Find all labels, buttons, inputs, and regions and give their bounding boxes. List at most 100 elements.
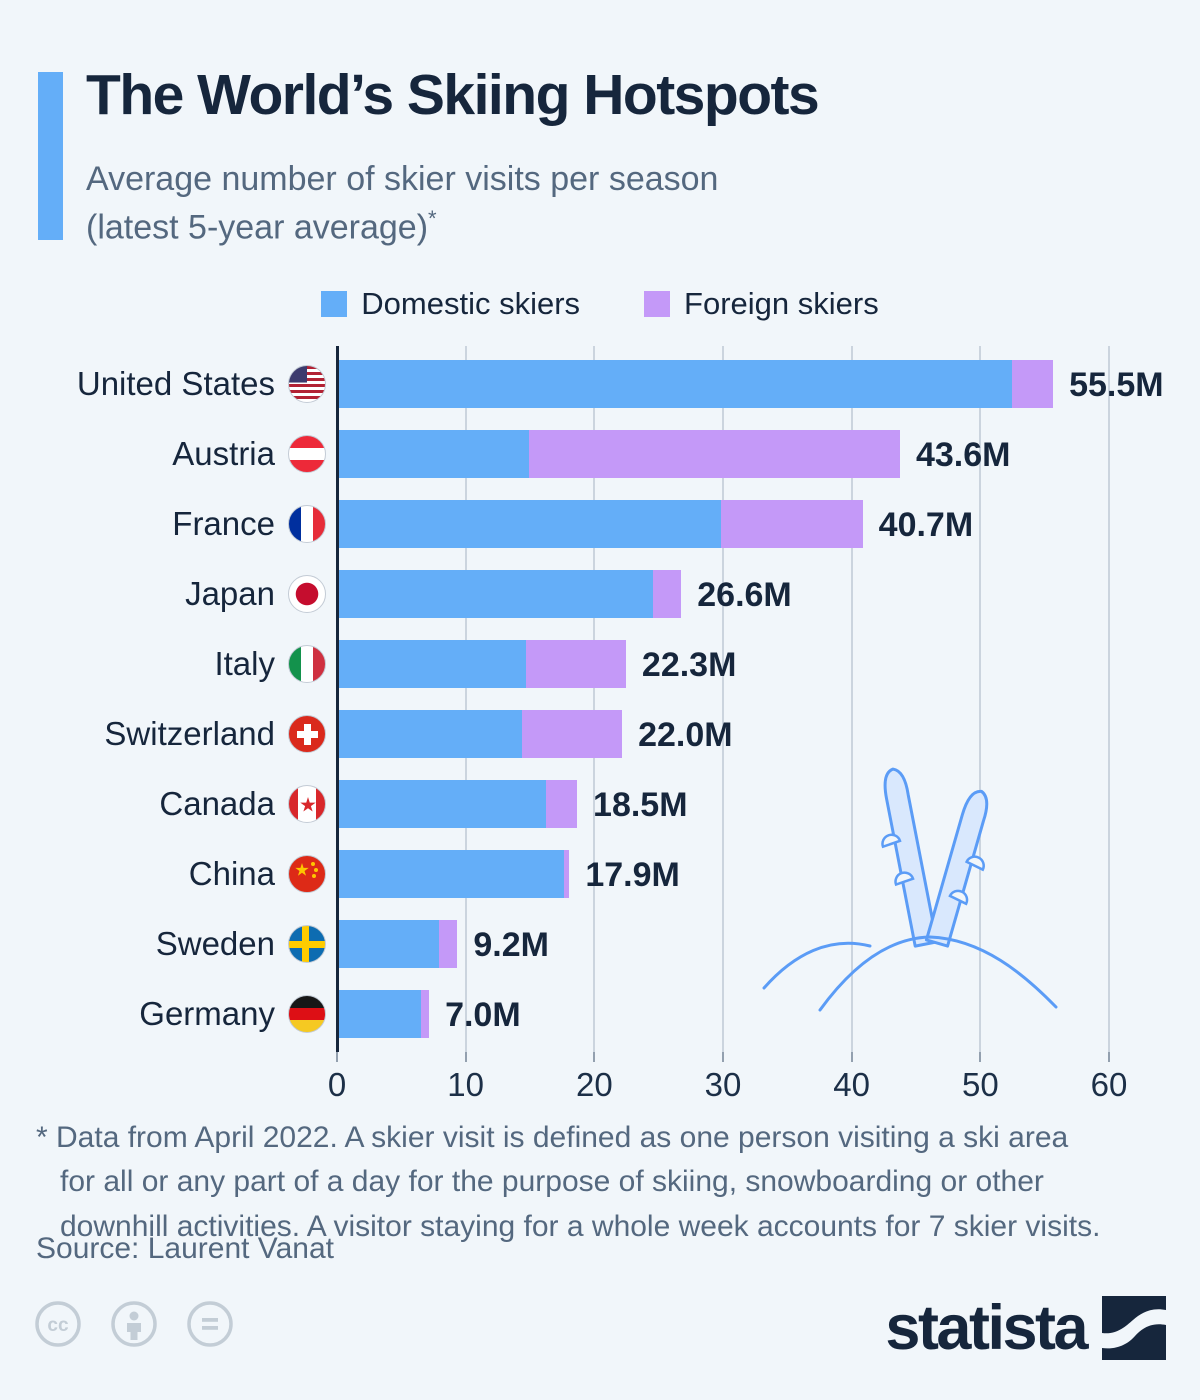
country-row-label: China [0,850,326,898]
statista-brand: statista [885,1296,1166,1360]
flag-italy-icon [288,645,326,683]
domestic-segment [339,850,565,898]
axis-tick [464,1052,467,1062]
value-label: 43.6M [915,436,1011,474]
axis-tick [1108,1052,1110,1062]
legend-item: Foreign skiers [644,286,879,322]
gridline [464,346,467,1052]
value-label: 17.9M [585,856,680,894]
stacked-bar-italy [339,640,626,688]
foreign-segment [652,570,682,618]
x-axis-tick-label: 50 [961,1066,999,1103]
footnote-line: * Data from April 2022. A skier visit is… [36,1121,1069,1154]
country-row-label: Switzerland [0,710,326,758]
title-accent-bar [38,72,63,240]
axis-tick [850,1052,853,1062]
axis-tick [336,1052,338,1062]
country-name: Japan [185,575,275,612]
stacked-bar-china [339,850,570,898]
footnote-line: for all or any part of a day for the pur… [60,1165,1044,1199]
foreign-segment [564,850,570,898]
cc-icon: cc [35,1301,81,1347]
stacked-bar-switzerland [339,710,623,758]
small-stars-shape [311,862,315,866]
country-row-label: United States [0,360,326,408]
foreign-segment [521,710,623,758]
foreign-segment [546,780,578,828]
country-name: Canada [159,785,275,822]
stacked-bar-france [339,500,863,548]
bar-chart: 0 10 20 30 40 50 60 United States 55.5M Austria 43… [0,346,1200,1136]
footnote-mark: * [428,205,437,231]
legend-item: Domestic skiers [321,286,580,322]
x-axis-tick-label: 30 [704,1066,742,1103]
statista-logo-icon [1102,1296,1166,1360]
country-row-label: Japan [0,570,326,618]
star-shape [295,863,309,876]
country-name: Switzerland [104,715,275,752]
country-name: Sweden [155,925,275,962]
domestic-segment [339,710,522,758]
value-label: 7.0M [445,996,521,1034]
skis-in-snow-illustration [762,767,1058,1012]
footnote: * Data from April 2022. A skier visit is… [36,1116,1100,1249]
maple-leaf-shape [300,797,316,812]
flag-france-icon [288,505,326,543]
domestic-segment [339,640,526,688]
foreign-segment [721,500,863,548]
flag-china-icon [288,855,326,893]
x-axis-tick-label: 20 [575,1066,613,1103]
page-title: The World’s Skiing Hotspots [86,63,820,127]
subtitle-line2: (latest 5-year average) [86,207,429,246]
y-axis-line [336,346,339,1052]
flag-japan-icon [288,575,326,613]
country-row-label: Sweden [0,920,326,968]
country-row-label: Germany [0,990,326,1038]
axis-tick [722,1052,724,1062]
stacked-bar-canada [339,780,578,828]
flag-switzerland-icon [288,715,326,753]
statista-wordmark: statista [885,1293,1088,1363]
legend-label: Foreign skiers [684,286,879,321]
axis-tick [979,1052,982,1062]
value-label: 55.5M [1069,366,1164,404]
value-label: 22.0M [638,716,733,754]
value-label: 18.5M [593,786,688,824]
chart-legend: Domestic skiers Foreign skiers [0,286,1200,322]
legend-swatch-icon [321,291,348,317]
flag-united-states-icon [288,365,326,403]
domestic-segment [339,360,1012,408]
flag-sweden-icon [288,925,326,963]
country-row-label: Canada [0,780,326,828]
domestic-segment [339,780,547,828]
attribution-icon [111,1301,157,1347]
gridline [722,346,724,1052]
axis-tick [593,1052,596,1062]
stacked-bar-austria [339,430,900,478]
country-row-label: Italy [0,640,326,688]
domestic-segment [339,500,722,548]
svg-text:cc: cc [47,1315,69,1336]
flag-germany-icon [288,995,326,1033]
country-row-label: France [0,500,326,548]
country-name: France [172,505,275,542]
stacked-bar-sweden [339,920,458,968]
domestic-segment [339,920,440,968]
foreign-segment [439,920,458,968]
stacked-bar-germany [339,990,430,1038]
gridline [1108,346,1110,1052]
footnote-line: downhill activities. A visitor staying f… [60,1209,1101,1243]
country-row-label: Austria [0,430,326,478]
page-subtitle: Average number of skier visits per seaso… [86,156,718,252]
country-name: China [188,855,275,892]
foreign-segment [529,430,900,478]
domestic-segment [339,990,422,1038]
foreign-segment [525,640,626,688]
nd-icon [187,1301,233,1347]
domestic-segment [339,430,530,478]
gridline [593,346,596,1052]
flag-canada-icon [288,785,326,823]
value-label: 22.3M [641,646,737,684]
country-name: Italy [214,645,275,682]
